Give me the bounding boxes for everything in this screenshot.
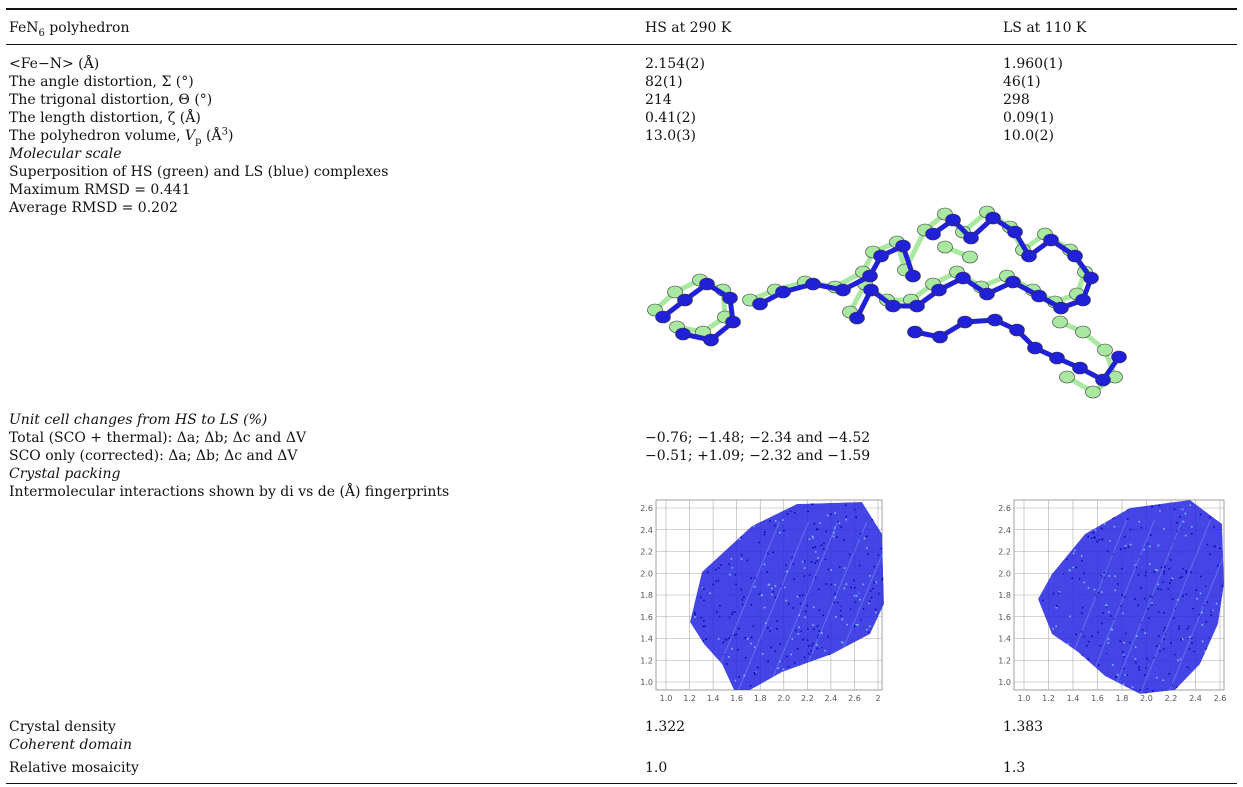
top-rule [6, 8, 1237, 10]
molecular-max-rmsd: Maximum RMSD = 0.441 [9, 182, 191, 198]
svg-text:1.4: 1.4 [1067, 694, 1080, 703]
packing-fingerprint-label: Intermolecular interactions shown by di … [9, 484, 450, 500]
mosaicity-hs: 1.0 [645, 760, 668, 776]
molecular-superposition: Superposition of HS (green) and LS (blue… [9, 164, 389, 180]
svg-text:1.8: 1.8 [998, 591, 1011, 600]
row-angle-ls: 46(1) [1003, 74, 1041, 90]
bottom-rule [6, 783, 1237, 784]
molecular-superposition-image [647, 205, 1127, 399]
unitcell-sco-value: −0.51; +1.09; −2.32 and −1.59 [645, 448, 871, 464]
density-hs: 1.322 [645, 719, 686, 735]
svg-text:1.2: 1.2 [683, 694, 696, 703]
svg-text:1.8: 1.8 [640, 591, 653, 600]
svg-text:1.4: 1.4 [640, 635, 653, 644]
molecular-heading: Molecular scale [9, 146, 122, 162]
header-col1: FeN6 polyhedron [9, 20, 130, 39]
svg-text:2.4: 2.4 [1189, 694, 1202, 703]
fingerprint-plot-hs: 2.6 2.4 2.2 2.0 1.8 1.6 1.4 1.2 1.0 1.0 1.2 1.4 1.6 1… [640, 499, 884, 703]
unitcell-sco-label: SCO only (corrected): Δa; Δb; Δc and ΔV [9, 448, 298, 464]
svg-text:2.4: 2.4 [825, 694, 838, 703]
row-angle-hs: 82(1) [645, 74, 683, 90]
svg-text:1.4: 1.4 [707, 694, 720, 703]
svg-text:1.0: 1.0 [998, 678, 1011, 687]
row-length-ls: 0.09(1) [1003, 110, 1055, 126]
unitcell-total-label: Total (SCO + thermal): Δa; Δb; Δc and ΔV [9, 430, 307, 446]
row-fe-n-hs: 2.154(2) [645, 56, 705, 72]
svg-text:1.0: 1.0 [640, 678, 653, 687]
row-fe-n-label: <Fe−N> (Å) [9, 56, 100, 72]
row-volume-ls: 10.0(2) [1003, 128, 1055, 144]
svg-text:2.6: 2.6 [998, 504, 1011, 513]
packing-heading: Crystal packing [9, 466, 121, 482]
unitcell-total-value: −0.76; −1.48; −2.34 and −4.52 [645, 430, 871, 446]
svg-text:1.2: 1.2 [998, 656, 1011, 665]
row-trigonal-ls: 298 [1003, 92, 1030, 108]
svg-text:1.6: 1.6 [730, 694, 743, 703]
row-trigonal-label: The trigonal distortion, Θ (°) [9, 92, 213, 108]
svg-text:2.2: 2.2 [640, 548, 653, 557]
mosaicity-ls: 1.3 [1003, 760, 1026, 776]
mosaicity-label: Relative mosaicity [9, 760, 139, 776]
svg-text:1.8: 1.8 [1116, 694, 1129, 703]
svg-text:2.0: 2.0 [777, 694, 790, 703]
row-angle-label: The angle distortion, Σ (°) [9, 74, 194, 90]
row-fe-n-ls: 1.960(1) [1003, 56, 1063, 72]
svg-text:2.0: 2.0 [998, 569, 1011, 578]
svg-text:2.6: 2.6 [1214, 694, 1227, 703]
fingerprint-plot-ls: 2.6 2.4 2.2 2.0 1.8 1.6 1.4 1.2 1.0 1.0 1.2 1.4 1.6 1… [998, 499, 1227, 703]
unitcell-heading: Unit cell changes from HS to LS (%) [9, 412, 268, 428]
svg-text:2.0: 2.0 [1140, 694, 1153, 703]
density-label: Crystal density [9, 719, 116, 735]
svg-text:1.2: 1.2 [1042, 694, 1055, 703]
svg-text:2: 2 [875, 694, 880, 703]
svg-text:2.2: 2.2 [998, 548, 1011, 557]
coherent-heading: Coherent domain [9, 737, 133, 753]
header-col2: HS at 290 K [645, 20, 732, 36]
svg-text:2.4: 2.4 [640, 526, 653, 535]
row-length-hs: 0.41(2) [645, 110, 697, 126]
row-volume-label: The polyhedron volume, Vp (Å3) [9, 126, 234, 147]
density-ls: 1.383 [1003, 719, 1044, 735]
svg-text:2.0: 2.0 [640, 569, 653, 578]
svg-text:1.6: 1.6 [1091, 694, 1104, 703]
svg-text:2.6: 2.6 [640, 504, 653, 513]
svg-text:1.8: 1.8 [754, 694, 767, 703]
row-volume-hs: 13.0(3) [645, 128, 697, 144]
svg-text:1.2: 1.2 [640, 656, 653, 665]
svg-text:1.6: 1.6 [998, 613, 1011, 622]
header-col3: LS at 110 K [1003, 20, 1087, 36]
svg-text:2.2: 2.2 [801, 694, 814, 703]
row-length-label: The length distortion, ζ (Å) [9, 110, 201, 126]
molecular-avg-rmsd: Average RMSD = 0.202 [9, 200, 178, 216]
row-trigonal-hs: 214 [645, 92, 672, 108]
svg-text:1.4: 1.4 [998, 635, 1011, 644]
svg-text:1.0: 1.0 [660, 694, 673, 703]
svg-text:1.6: 1.6 [640, 613, 653, 622]
svg-text:2.4: 2.4 [998, 526, 1011, 535]
header-rule [6, 44, 1237, 45]
svg-text:1.0: 1.0 [1018, 694, 1031, 703]
svg-text:2.2: 2.2 [1165, 694, 1178, 703]
svg-text:2.6: 2.6 [848, 694, 861, 703]
